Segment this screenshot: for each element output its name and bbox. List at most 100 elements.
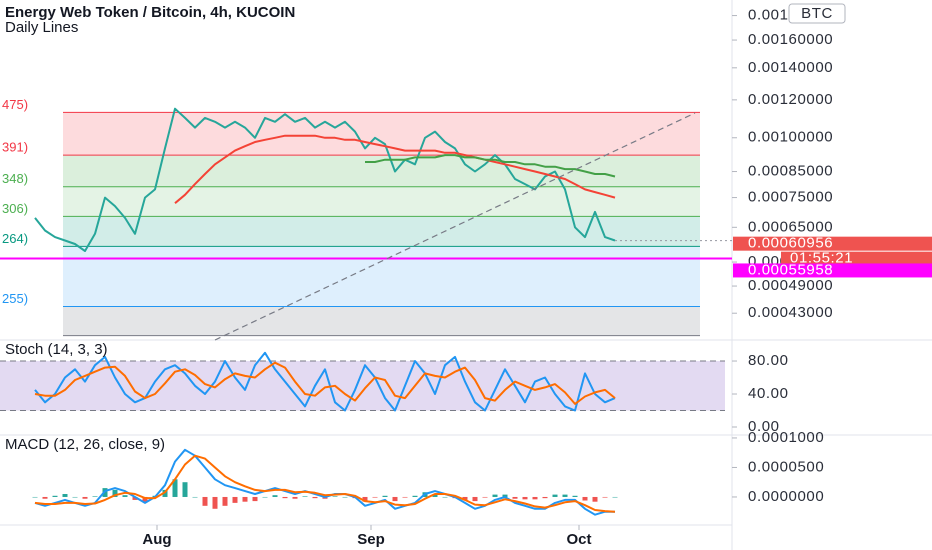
fib-band bbox=[63, 246, 700, 307]
price-label: 0.00055958 bbox=[748, 261, 833, 278]
histogram-bar bbox=[412, 495, 418, 497]
histogram-bar bbox=[502, 494, 508, 497]
histogram-bar bbox=[372, 496, 378, 498]
histogram-bar bbox=[382, 495, 388, 497]
countdown-box bbox=[781, 251, 932, 266]
histogram-bar bbox=[182, 482, 188, 497]
y-tick-label: 0.00100000 bbox=[748, 129, 833, 146]
series-line bbox=[34, 454, 616, 513]
y-tick-label: 0.00085000 bbox=[748, 163, 833, 180]
histogram-bar bbox=[442, 496, 448, 498]
histogram-bar bbox=[552, 494, 558, 497]
trend-line bbox=[214, 112, 696, 341]
x-tick-label: Oct bbox=[566, 531, 591, 548]
price-label-box bbox=[733, 236, 932, 251]
histogram-bar bbox=[82, 496, 88, 499]
histogram-bar bbox=[602, 496, 608, 498]
histogram-bar bbox=[522, 496, 528, 500]
y-tick-label: 0.0001000 bbox=[748, 429, 824, 446]
histogram-bar bbox=[482, 496, 488, 498]
histogram-bar bbox=[122, 495, 128, 497]
histogram-bar bbox=[72, 496, 78, 498]
y-tick-label: 0.00075000 bbox=[748, 189, 833, 206]
fib-band bbox=[63, 186, 700, 217]
histogram-bar bbox=[252, 496, 258, 502]
fib-label: 255) bbox=[2, 291, 28, 306]
histogram-bar bbox=[272, 495, 278, 497]
histogram-bar bbox=[612, 496, 618, 498]
histogram-bar bbox=[112, 489, 118, 497]
histogram-bar bbox=[512, 496, 518, 499]
histogram-bar bbox=[532, 496, 538, 500]
y-tick-label: 0.00 bbox=[748, 418, 780, 435]
histogram-bar bbox=[342, 496, 348, 498]
currency-label: BTC bbox=[801, 5, 833, 22]
layers: 475)391)348)306)264)255)0.001800000.0016… bbox=[0, 3, 932, 548]
y-tick-label: 0.00160000 bbox=[748, 31, 833, 48]
series-line bbox=[174, 134, 616, 204]
histogram-bar bbox=[132, 496, 138, 500]
countdown-label: 01:55:21 bbox=[790, 250, 853, 267]
histogram-bar bbox=[582, 496, 588, 501]
histogram-bar bbox=[232, 496, 238, 503]
macd-title: MACD (12, 26, close, 9) bbox=[5, 436, 165, 453]
x-tick-label: Aug bbox=[142, 531, 171, 548]
series-line bbox=[34, 361, 616, 405]
histogram-bar bbox=[462, 496, 468, 500]
histogram-bar bbox=[402, 496, 408, 498]
y-tick-label: 0.00049000 bbox=[748, 277, 833, 294]
histogram-bar bbox=[562, 494, 568, 497]
series-line bbox=[34, 448, 615, 516]
chart-title: Energy Web Token / Bitcoin, 4h, KUCOIN bbox=[5, 4, 295, 21]
y-tick-label: 0.00140000 bbox=[748, 59, 833, 76]
price-label: 0.00060956 bbox=[748, 235, 833, 252]
currency-badge bbox=[788, 3, 846, 24]
y-tick-label: 0.00043000 bbox=[748, 304, 833, 321]
histogram-bar bbox=[32, 496, 38, 498]
fib-label: 475) bbox=[2, 97, 28, 112]
stoch-band bbox=[0, 361, 725, 411]
histogram-bar bbox=[202, 496, 208, 506]
histogram-bar bbox=[242, 496, 248, 502]
y-tick-label: 80.00 bbox=[748, 352, 789, 369]
x-tick-label: Sep bbox=[357, 531, 385, 548]
series-line bbox=[34, 351, 616, 412]
histogram-bar bbox=[42, 496, 48, 499]
histogram-bar bbox=[592, 496, 598, 502]
histogram-bar bbox=[312, 496, 318, 499]
fib-band bbox=[63, 216, 700, 247]
histogram-bar bbox=[392, 496, 398, 502]
histogram-bar bbox=[432, 494, 438, 497]
histogram-bar bbox=[172, 479, 178, 497]
fib-label: 264) bbox=[2, 231, 28, 246]
y-tick-label: 0.0000000 bbox=[748, 488, 824, 505]
fib-band bbox=[63, 112, 700, 156]
histogram-bar bbox=[282, 496, 288, 499]
chart-subtitle: Daily Lines bbox=[5, 19, 78, 36]
histogram-bar bbox=[542, 496, 548, 499]
fib-label: 306) bbox=[2, 201, 28, 216]
fib-label: 391) bbox=[2, 140, 28, 155]
series-line bbox=[34, 107, 616, 252]
fib-label: 348) bbox=[2, 171, 28, 186]
histogram-bar bbox=[262, 496, 268, 498]
histogram-bar bbox=[362, 496, 368, 502]
histogram-bar bbox=[222, 496, 228, 506]
histogram-bar bbox=[92, 496, 98, 497]
histogram-bar bbox=[142, 496, 148, 502]
histogram-bar bbox=[472, 496, 478, 502]
histogram-bar bbox=[332, 496, 338, 497]
histogram-bar bbox=[572, 495, 578, 497]
histogram-bar bbox=[162, 489, 168, 497]
histogram-bar bbox=[192, 496, 198, 498]
histogram-bar bbox=[52, 495, 58, 497]
histogram-bar bbox=[212, 496, 218, 509]
histogram-bar bbox=[302, 496, 308, 497]
series-line bbox=[365, 154, 616, 178]
histogram-bar bbox=[492, 494, 498, 497]
histogram-bar bbox=[62, 494, 68, 497]
stoch-title: Stoch (14, 3, 3) bbox=[5, 341, 108, 358]
y-tick-label: 0.0000500 bbox=[748, 458, 824, 475]
